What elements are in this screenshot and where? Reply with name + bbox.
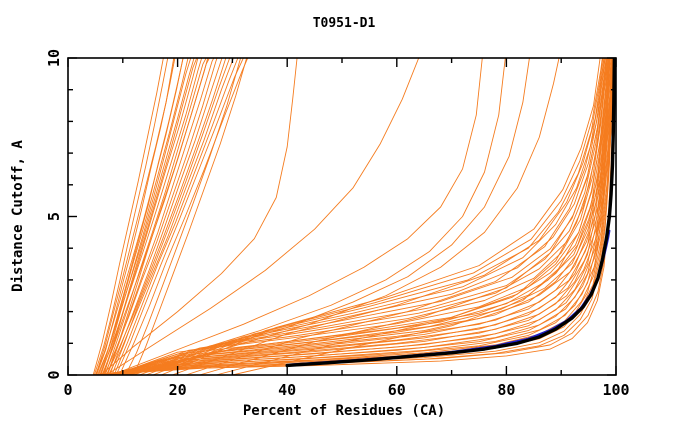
y-tick-label: 5 [45, 212, 63, 221]
x-tick-label: 60 [388, 381, 406, 399]
prediction-line [171, 58, 605, 375]
x-tick-label: 100 [602, 381, 629, 399]
y-tick-label: 0 [45, 370, 63, 379]
prediction-line [113, 58, 239, 375]
x-tick-label: 40 [278, 381, 296, 399]
prediction-line [199, 58, 607, 375]
prediction-line [105, 58, 420, 375]
prediction-line [116, 58, 613, 375]
x-axis-label: Percent of Residues (CA) [243, 403, 445, 419]
prediction-line [103, 58, 199, 375]
prediction-line [122, 58, 530, 375]
prediction-line [215, 58, 608, 375]
series-layer [92, 58, 616, 375]
prediction-line [152, 58, 603, 375]
y-axis-label: Distance Cutoff, A [10, 140, 26, 292]
prediction-line [99, 58, 189, 375]
prediction-line [100, 58, 298, 375]
prediction-line [160, 58, 601, 375]
prediction-line [125, 58, 242, 375]
prediction-line [92, 58, 164, 375]
axis-tick-labels: 0 20 40 60 80 100 0 5 10 [45, 49, 630, 399]
prediction-line [133, 58, 248, 375]
prediction-line [123, 58, 608, 375]
prediction-line [105, 58, 227, 375]
prediction-line [105, 58, 614, 375]
prediction-line [231, 58, 609, 375]
prediction-line [123, 58, 613, 375]
prediction-line [95, 58, 175, 375]
prediction-line [104, 58, 207, 375]
prediction-line [107, 58, 614, 375]
x-tick-label: 0 [63, 381, 72, 399]
x-tick-label: 20 [169, 381, 187, 399]
prediction-line [138, 58, 605, 375]
prediction-line [106, 58, 209, 375]
prediction-line [100, 58, 192, 375]
prediction-line [145, 58, 604, 375]
prediction-line [99, 58, 203, 375]
prediction-line [128, 58, 613, 375]
prediction-line [111, 58, 483, 375]
prediction-line [93, 58, 169, 375]
plot-area [92, 58, 616, 375]
prediction-line [115, 58, 244, 375]
prediction-line [113, 58, 614, 375]
prediction-line [99, 58, 614, 375]
page-title: T0951-D1 [313, 16, 376, 31]
x-tick-label: 80 [497, 381, 515, 399]
prediction-line [109, 58, 610, 375]
prediction-line [119, 58, 249, 375]
prediction-line [108, 58, 234, 375]
prediction-line [116, 58, 506, 375]
axis-ticks [67, 57, 617, 376]
prediction-line [119, 58, 613, 375]
prediction-line [185, 58, 606, 375]
y-tick-label: 10 [45, 49, 63, 67]
best-model-line [285, 58, 616, 368]
prediction-line [94, 58, 184, 375]
